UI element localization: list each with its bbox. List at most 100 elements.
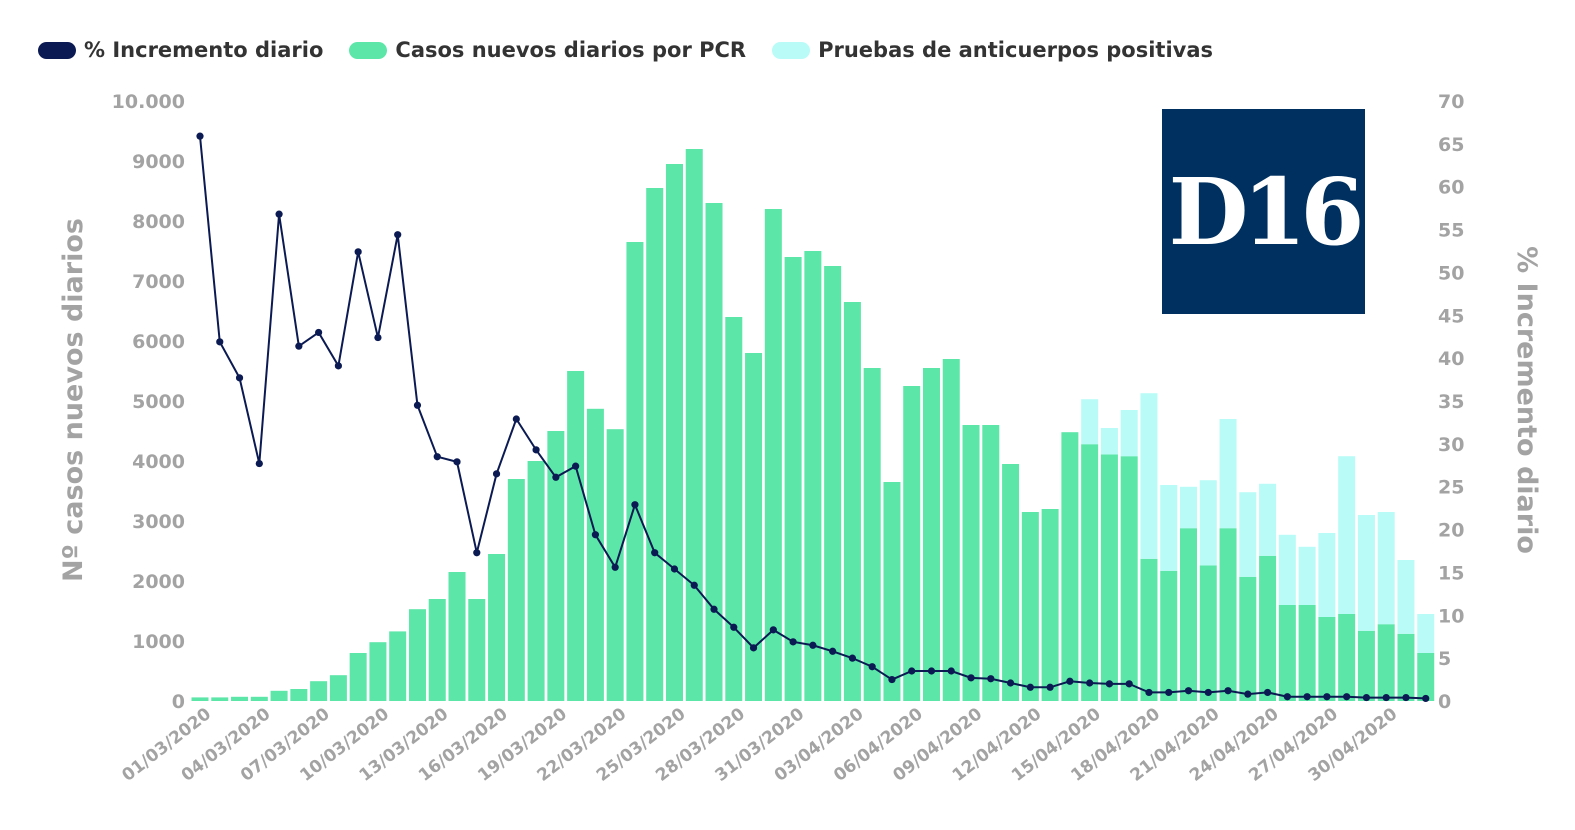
bar-pcr [1397, 633, 1415, 701]
bar-pcr [804, 251, 822, 701]
y-tick-label-right: 20 [1438, 520, 1464, 542]
point-increment [492, 470, 501, 478]
bar-pcr [250, 696, 268, 701]
bar-pcr [488, 554, 506, 701]
bar-pcr [1417, 653, 1435, 701]
bar-antibodies [1219, 419, 1237, 529]
bar-antibodies [1298, 546, 1316, 605]
line-layer [196, 132, 1430, 703]
point-increment [769, 626, 777, 634]
point-increment [1303, 693, 1311, 701]
point-increment [1204, 688, 1212, 697]
y-tick-label-right: 5 [1438, 648, 1451, 670]
point-increment [1263, 688, 1272, 697]
bar-pcr [646, 188, 664, 701]
point-increment [868, 663, 876, 671]
y-tick-label-right: 50 [1438, 262, 1464, 284]
y-tick-label-left: 0 [172, 691, 185, 713]
bar-pcr [903, 386, 921, 701]
y-tick-label-left: 7000 [132, 271, 185, 293]
bar-pcr [1338, 614, 1356, 701]
point-increment [1283, 693, 1291, 701]
legend-swatch-antibodies [772, 41, 811, 59]
bar-pcr [408, 609, 426, 701]
y-tick-label-left: 8000 [132, 211, 185, 233]
y-tick-label-left: 10.000 [112, 91, 185, 113]
point-increment [235, 374, 244, 382]
point-increment [473, 549, 481, 557]
bar-pcr [329, 675, 347, 701]
legend-swatch-pcr [349, 41, 388, 59]
y-tick-label-right: 45 [1438, 305, 1464, 327]
point-increment [216, 338, 224, 346]
bar-pcr [507, 479, 525, 701]
x-axis: 01/03/202004/03/202007/03/202010/03/2020… [118, 704, 1401, 786]
bar-pcr [547, 431, 565, 701]
y-tick-label-right: 10 [1438, 605, 1464, 627]
point-increment [295, 342, 303, 350]
bar-pcr [1318, 617, 1336, 701]
point-increment [730, 623, 738, 631]
point-increment [255, 459, 263, 468]
bar-pcr [290, 689, 308, 701]
bar-pcr [665, 164, 683, 701]
bar-pcr [1061, 432, 1079, 701]
point-increment [1086, 679, 1094, 687]
point-increment [829, 647, 837, 655]
bar-pcr [1140, 558, 1158, 701]
bar-pcr [685, 149, 703, 701]
y-tick-label-left: 5000 [132, 391, 185, 413]
bar-pcr [863, 368, 881, 701]
point-increment [1382, 693, 1390, 702]
point-increment [927, 667, 936, 675]
bar-pcr [883, 482, 901, 701]
point-increment [809, 641, 817, 649]
d16-logo: D16 [1162, 109, 1365, 314]
point-increment [631, 501, 639, 509]
bar-pcr [843, 302, 861, 701]
point-increment [967, 674, 975, 682]
bar-pcr [725, 317, 743, 701]
bar-pcr [191, 697, 209, 701]
bar-pcr [1259, 555, 1277, 701]
point-increment [1125, 680, 1133, 688]
point-increment [908, 667, 916, 675]
point-increment [275, 210, 283, 218]
bar-antibodies [1081, 399, 1099, 445]
point-increment [1066, 677, 1074, 685]
bar-pcr [1021, 512, 1039, 701]
y-tick-label-right: 70 [1438, 91, 1464, 113]
bar-pcr [1180, 528, 1197, 701]
bar-pcr [586, 408, 604, 701]
point-increment [413, 401, 422, 409]
point-increment [591, 531, 600, 539]
legend-item-pcr: Casos nuevos diarios por PCR [349, 38, 746, 62]
legend-label: Pruebas de anticuerpos positivas [818, 38, 1214, 62]
y-tick-label-left: 3000 [132, 511, 185, 533]
point-increment [1323, 693, 1331, 701]
bar-antibodies [1318, 533, 1336, 617]
legend-swatch-increment [38, 41, 76, 59]
bar-pcr [468, 599, 486, 701]
point-increment [354, 248, 362, 256]
bar-pcr [369, 642, 387, 701]
bar-antibodies [1397, 560, 1415, 634]
point-increment [1224, 687, 1232, 695]
point-increment [1343, 693, 1351, 701]
bar-antibodies [1278, 534, 1296, 605]
bar-pcr [922, 368, 940, 701]
point-increment [374, 333, 382, 342]
point-increment [670, 565, 679, 573]
point-increment [196, 132, 204, 140]
bar-pcr [705, 203, 723, 701]
point-increment [572, 462, 580, 470]
point-increment [1165, 688, 1173, 697]
legend-item-antibodies: Pruebas de anticuerpos positivas [772, 38, 1213, 62]
legend-item-increment: % Incremento diario [38, 38, 323, 62]
bar-pcr [1081, 444, 1099, 701]
bar-pcr [1357, 630, 1375, 701]
y-tick-label-right: 25 [1438, 477, 1464, 499]
point-increment [334, 362, 342, 370]
y-tick-label-left: 1000 [132, 631, 185, 653]
